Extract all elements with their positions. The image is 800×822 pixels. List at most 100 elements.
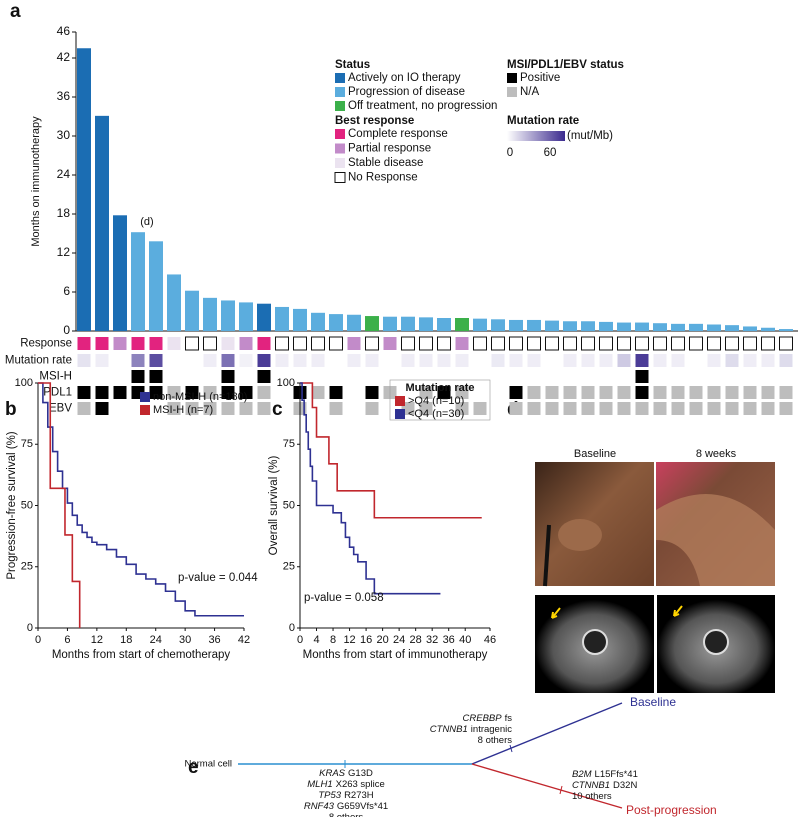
legend-swatch <box>335 101 345 111</box>
track-cell <box>167 386 181 399</box>
branch-tick <box>509 744 513 753</box>
bar <box>383 316 397 331</box>
mutation-label: MLH1 X263 splice <box>307 779 384 790</box>
legend-label: Positive <box>520 72 560 84</box>
mutation-change: intragenic <box>471 724 512 735</box>
track-cell <box>761 386 775 399</box>
track-cell <box>725 402 739 415</box>
mutation-change: R273H <box>344 790 374 801</box>
track-cell <box>131 337 145 350</box>
bar <box>617 322 631 331</box>
bar <box>257 303 271 331</box>
track-cell <box>635 386 649 399</box>
track-cell <box>491 336 505 351</box>
track-cell <box>257 354 271 367</box>
track-cell <box>743 354 757 367</box>
legend-label: Partial response <box>348 143 431 155</box>
track-cell <box>257 370 271 383</box>
track-cell <box>185 336 199 351</box>
mutation-label: TP53 R273H <box>318 790 373 801</box>
bar <box>563 321 577 331</box>
bar <box>437 318 451 331</box>
track-cell <box>437 386 451 399</box>
legend-unit: (mut/Mb) <box>567 130 613 142</box>
bar <box>95 115 109 331</box>
bar <box>365 316 379 331</box>
branch-tick <box>559 785 563 795</box>
bar <box>509 319 523 331</box>
bar <box>473 318 487 331</box>
y-tick-label: 36 <box>57 89 71 103</box>
bar <box>239 302 253 331</box>
track-cell <box>779 336 793 351</box>
track-cell <box>707 354 721 367</box>
mutation-label: B2M L15Ffs*41 <box>572 769 638 780</box>
x-tick-label: 4 <box>313 634 319 646</box>
panel-letter: c <box>272 399 283 420</box>
track-cell <box>563 336 577 351</box>
legend-swatch <box>507 73 517 83</box>
y-tick-label: 50 <box>21 499 33 511</box>
y-tick-label: 12 <box>57 245 71 259</box>
scale-tick-label: 60 <box>544 147 557 159</box>
track-cell <box>419 402 433 415</box>
track-cell <box>743 402 757 415</box>
mutation-change: G13D <box>348 768 373 779</box>
legend-label: N/A <box>520 86 540 98</box>
track-cell <box>545 386 559 399</box>
track-cell <box>203 354 217 367</box>
track-cell <box>149 354 163 367</box>
y-tick-label: 24 <box>57 167 71 181</box>
track-cell <box>707 336 721 351</box>
bar <box>653 323 667 331</box>
legend-swatch <box>335 129 345 139</box>
track-cell <box>635 370 649 383</box>
mutation-count: 8 others <box>478 735 513 746</box>
track-cell <box>545 336 559 351</box>
track-cell <box>743 386 757 399</box>
legend-box <box>389 379 491 421</box>
legend-swatch <box>507 87 517 97</box>
x-tick-label: 28 <box>410 634 422 646</box>
track-cell <box>347 337 361 350</box>
track-cell <box>113 386 127 399</box>
arrow <box>673 605 683 617</box>
track-cell <box>347 354 361 367</box>
legend-title: Best response <box>335 115 414 127</box>
track-cell <box>617 336 631 351</box>
mutation-change: fs <box>505 713 513 724</box>
gene-name: TP53 <box>318 790 341 801</box>
x-tick-label: 18 <box>120 634 132 646</box>
track-cell <box>707 386 721 399</box>
bar <box>671 323 685 331</box>
panel-letter: b <box>5 399 17 420</box>
legend-swatch <box>335 143 345 154</box>
track-cell <box>95 402 109 415</box>
track-cell <box>689 402 703 415</box>
track-cell <box>149 386 163 399</box>
track-label: EBV <box>49 403 72 415</box>
track-cell <box>95 337 109 350</box>
x-tick-label: 24 <box>150 634 162 646</box>
y-tick-label: 25 <box>21 561 33 573</box>
bar <box>527 319 541 331</box>
track-label: PDL1 <box>43 387 72 399</box>
track-cell <box>311 354 325 367</box>
track-cell <box>671 386 685 399</box>
track-cell <box>221 402 235 415</box>
track-cell <box>599 336 613 351</box>
track-cell <box>581 402 595 415</box>
track-cell <box>473 336 487 351</box>
track-cell <box>275 336 289 351</box>
track-cell <box>203 402 217 415</box>
track-label: Mutation rate <box>5 355 72 367</box>
track-cell <box>671 336 685 351</box>
track-cell <box>617 386 631 399</box>
y-tick-label: 0 <box>289 622 295 634</box>
x-tick-label: 24 <box>393 634 405 646</box>
node-label: Normal cell <box>184 759 232 770</box>
track-cell <box>563 354 577 367</box>
track-cell <box>419 386 433 399</box>
legend-swatch <box>335 158 345 168</box>
track-cell <box>707 402 721 415</box>
